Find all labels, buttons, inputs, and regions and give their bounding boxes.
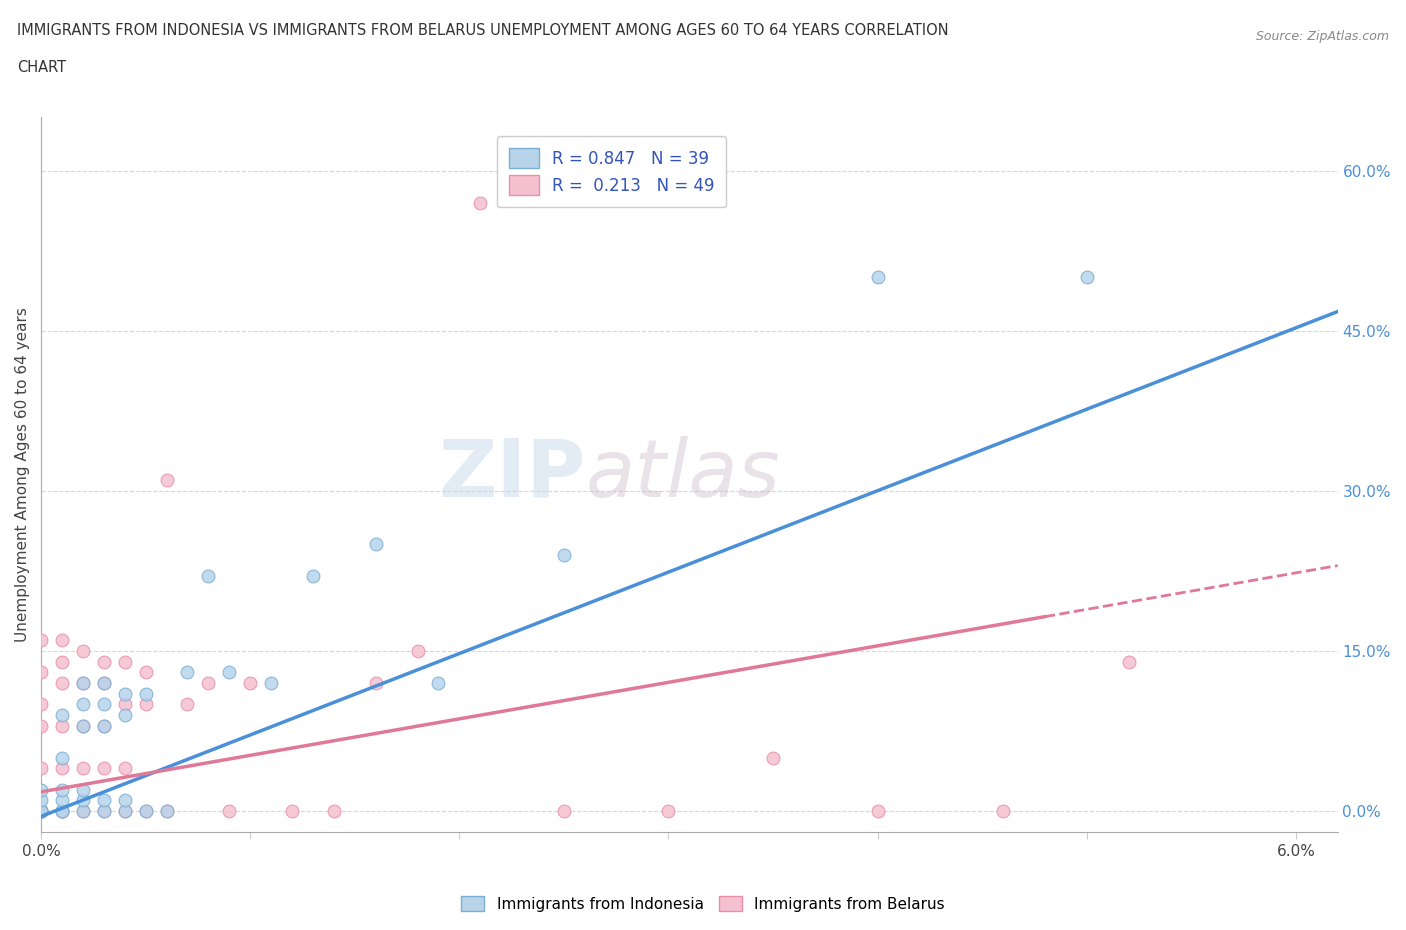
Point <box>51 804 73 818</box>
Point <box>239 675 262 690</box>
Text: CHART: CHART <box>17 60 66 75</box>
Point <box>93 718 115 733</box>
Legend: R = 0.847   N = 39, R =  0.213   N = 49: R = 0.847 N = 39, R = 0.213 N = 49 <box>496 137 725 207</box>
Point <box>218 804 240 818</box>
Point <box>51 793 73 808</box>
Point <box>30 793 52 808</box>
Point <box>114 686 136 701</box>
Point <box>553 548 575 563</box>
Point <box>93 675 115 690</box>
Point <box>135 665 157 680</box>
Point <box>72 675 94 690</box>
Point <box>176 665 198 680</box>
Point <box>30 632 52 647</box>
Point <box>93 654 115 669</box>
Point <box>93 697 115 711</box>
Point <box>30 804 52 818</box>
Point <box>51 675 73 690</box>
Point <box>991 804 1014 818</box>
Point <box>114 708 136 723</box>
Point <box>30 782 52 797</box>
Legend: Immigrants from Indonesia, Immigrants from Belarus: Immigrants from Indonesia, Immigrants fr… <box>456 889 950 918</box>
Point <box>30 804 52 818</box>
Point <box>114 793 136 808</box>
Point <box>51 804 73 818</box>
Point <box>93 718 115 733</box>
Point <box>30 718 52 733</box>
Point <box>72 675 94 690</box>
Point <box>1118 654 1140 669</box>
Point <box>30 804 52 818</box>
Point <box>72 718 94 733</box>
Point <box>406 644 429 658</box>
Point <box>260 675 283 690</box>
Point <box>197 569 219 584</box>
Point <box>114 804 136 818</box>
Point <box>1076 270 1098 285</box>
Point <box>51 782 73 797</box>
Point <box>135 804 157 818</box>
Point <box>72 793 94 808</box>
Point <box>51 718 73 733</box>
Point <box>30 761 52 776</box>
Point <box>322 804 344 818</box>
Point <box>51 632 73 647</box>
Point <box>364 675 387 690</box>
Point <box>93 675 115 690</box>
Point <box>51 654 73 669</box>
Point <box>114 804 136 818</box>
Point <box>72 782 94 797</box>
Point <box>30 804 52 818</box>
Point <box>176 697 198 711</box>
Point <box>93 804 115 818</box>
Point <box>866 270 889 285</box>
Point <box>30 804 52 818</box>
Point <box>135 686 157 701</box>
Point <box>30 697 52 711</box>
Point <box>51 804 73 818</box>
Point <box>866 804 889 818</box>
Point <box>72 644 94 658</box>
Point <box>30 804 52 818</box>
Point <box>72 697 94 711</box>
Point <box>135 804 157 818</box>
Point <box>470 195 492 210</box>
Point <box>762 751 785 765</box>
Point <box>51 761 73 776</box>
Point <box>72 761 94 776</box>
Text: IMMIGRANTS FROM INDONESIA VS IMMIGRANTS FROM BELARUS UNEMPLOYMENT AMONG AGES 60 : IMMIGRANTS FROM INDONESIA VS IMMIGRANTS … <box>17 23 949 38</box>
Point <box>218 665 240 680</box>
Point <box>155 472 177 487</box>
Point <box>427 675 450 690</box>
Point <box>155 804 177 818</box>
Y-axis label: Unemployment Among Ages 60 to 64 years: Unemployment Among Ages 60 to 64 years <box>15 308 30 643</box>
Point <box>72 804 94 818</box>
Point <box>302 569 325 584</box>
Text: ZIP: ZIP <box>439 436 586 514</box>
Point <box>553 804 575 818</box>
Text: Source: ZipAtlas.com: Source: ZipAtlas.com <box>1256 30 1389 43</box>
Point <box>30 665 52 680</box>
Point <box>72 718 94 733</box>
Point <box>114 654 136 669</box>
Point <box>114 697 136 711</box>
Point <box>281 804 304 818</box>
Point <box>51 804 73 818</box>
Point <box>135 697 157 711</box>
Point <box>155 804 177 818</box>
Point <box>93 761 115 776</box>
Text: atlas: atlas <box>586 436 780 514</box>
Point <box>657 804 679 818</box>
Point <box>51 708 73 723</box>
Point <box>114 761 136 776</box>
Point <box>197 675 219 690</box>
Point <box>72 804 94 818</box>
Point <box>93 804 115 818</box>
Point <box>51 751 73 765</box>
Point <box>364 537 387 551</box>
Point <box>93 793 115 808</box>
